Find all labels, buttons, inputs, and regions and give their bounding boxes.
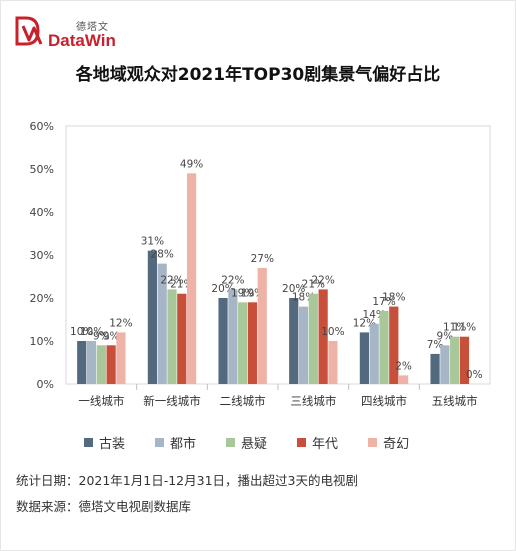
data-label: 0% [466, 369, 483, 381]
data-label: 9% [437, 330, 454, 342]
bar [116, 332, 126, 384]
bar [247, 302, 258, 384]
brand-name-en: DataWin [48, 31, 116, 50]
bar [308, 293, 318, 384]
legend-swatch [368, 437, 378, 447]
datawin-logo: 德塔文 DataWin [14, 14, 134, 50]
data-label: 9% [93, 330, 110, 342]
data-label: 10% [70, 326, 93, 338]
y-tick-label: 60% [30, 120, 54, 133]
x-tick-label: 四线城市 [361, 394, 407, 408]
legend-label: 年代 [312, 436, 339, 452]
source-note: 数据来源：德塔文电视剧数据库 [16, 499, 192, 514]
bar [96, 345, 106, 384]
datawin-logo-icon [15, 16, 43, 46]
legend-swatch [155, 437, 165, 447]
data-label: 20% [282, 283, 305, 295]
legend-item: 都市 [155, 434, 197, 452]
data-label: 2% [395, 360, 412, 372]
bar [177, 293, 187, 384]
data-label: 31% [141, 236, 164, 248]
legend-item: 奇幻 [368, 434, 410, 452]
legend-swatch [297, 437, 307, 447]
y-tick-label: 20% [30, 292, 54, 305]
bar [257, 267, 267, 384]
bar [77, 341, 87, 384]
bar [389, 306, 399, 384]
y-tick-label: 50% [30, 163, 54, 176]
data-label: 22% [160, 274, 183, 286]
data-label: 10% [321, 326, 344, 338]
bar [399, 375, 409, 384]
x-tick-label: 五线城市 [432, 394, 478, 408]
data-label: 17% [372, 296, 395, 308]
chart-legend: 古装 都市 悬疑 年代 奇幻 [84, 434, 410, 452]
bar [318, 289, 328, 384]
bar [298, 306, 309, 384]
bar [430, 353, 440, 384]
x-tick-label: 三线城市 [290, 394, 336, 408]
legend-item: 悬疑 [226, 434, 268, 452]
y-tick-label: 30% [30, 249, 54, 262]
bar [289, 298, 299, 384]
brand-name-cn: 德塔文 [76, 22, 109, 33]
bar [459, 336, 470, 384]
data-label: 9% [103, 330, 120, 342]
data-label: 27% [251, 253, 274, 265]
bar [369, 323, 379, 384]
bar [379, 310, 389, 384]
date-range-note: 统计日期：2021年1月1日-12月31日，播出超过3天的电视剧 [16, 473, 358, 488]
data-label: 11% [453, 322, 476, 334]
y-tick-label: 10% [30, 335, 54, 348]
data-label: 11% [443, 322, 466, 334]
bar [218, 298, 228, 384]
data-label: 21% [302, 279, 325, 291]
legend-label: 奇幻 [383, 436, 410, 452]
y-tick-label: 40% [30, 206, 54, 219]
bar [228, 289, 238, 384]
bar [187, 173, 197, 384]
bar [86, 341, 97, 384]
data-label: 10% [80, 326, 103, 338]
legend-label: 悬疑 [241, 436, 268, 452]
bar [106, 345, 116, 384]
legend-swatch [84, 437, 93, 447]
data-label: 28% [151, 249, 174, 261]
data-label: 22% [311, 274, 334, 286]
x-tick-label: 二线城市 [220, 394, 266, 408]
bar [328, 341, 338, 384]
bar [147, 250, 157, 384]
chart-title: 各地域观众对2021年TOP30剧集景气偏好占比 [75, 65, 441, 85]
data-label: 49% [180, 158, 203, 170]
bar [167, 289, 177, 384]
data-label: 22% [221, 274, 244, 286]
bar [450, 336, 460, 384]
y-tick-label: 0% [37, 378, 54, 391]
legend-swatch [226, 437, 236, 447]
bar [440, 345, 450, 384]
bar [157, 263, 167, 384]
bar [359, 332, 369, 384]
data-label: 12% [109, 317, 132, 329]
legend-label: 古装 [99, 436, 126, 452]
legend-item: 年代 [297, 434, 339, 452]
x-tick-label: 新一线城市 [143, 394, 201, 408]
bar [238, 302, 248, 384]
data-label: 7% [427, 339, 444, 351]
data-label: 19% [231, 287, 254, 299]
data-label: 18% [382, 292, 405, 304]
legend-item: 古装 [84, 434, 126, 452]
x-tick-label: 一线城市 [78, 394, 124, 408]
legend-label: 都市 [170, 436, 197, 452]
